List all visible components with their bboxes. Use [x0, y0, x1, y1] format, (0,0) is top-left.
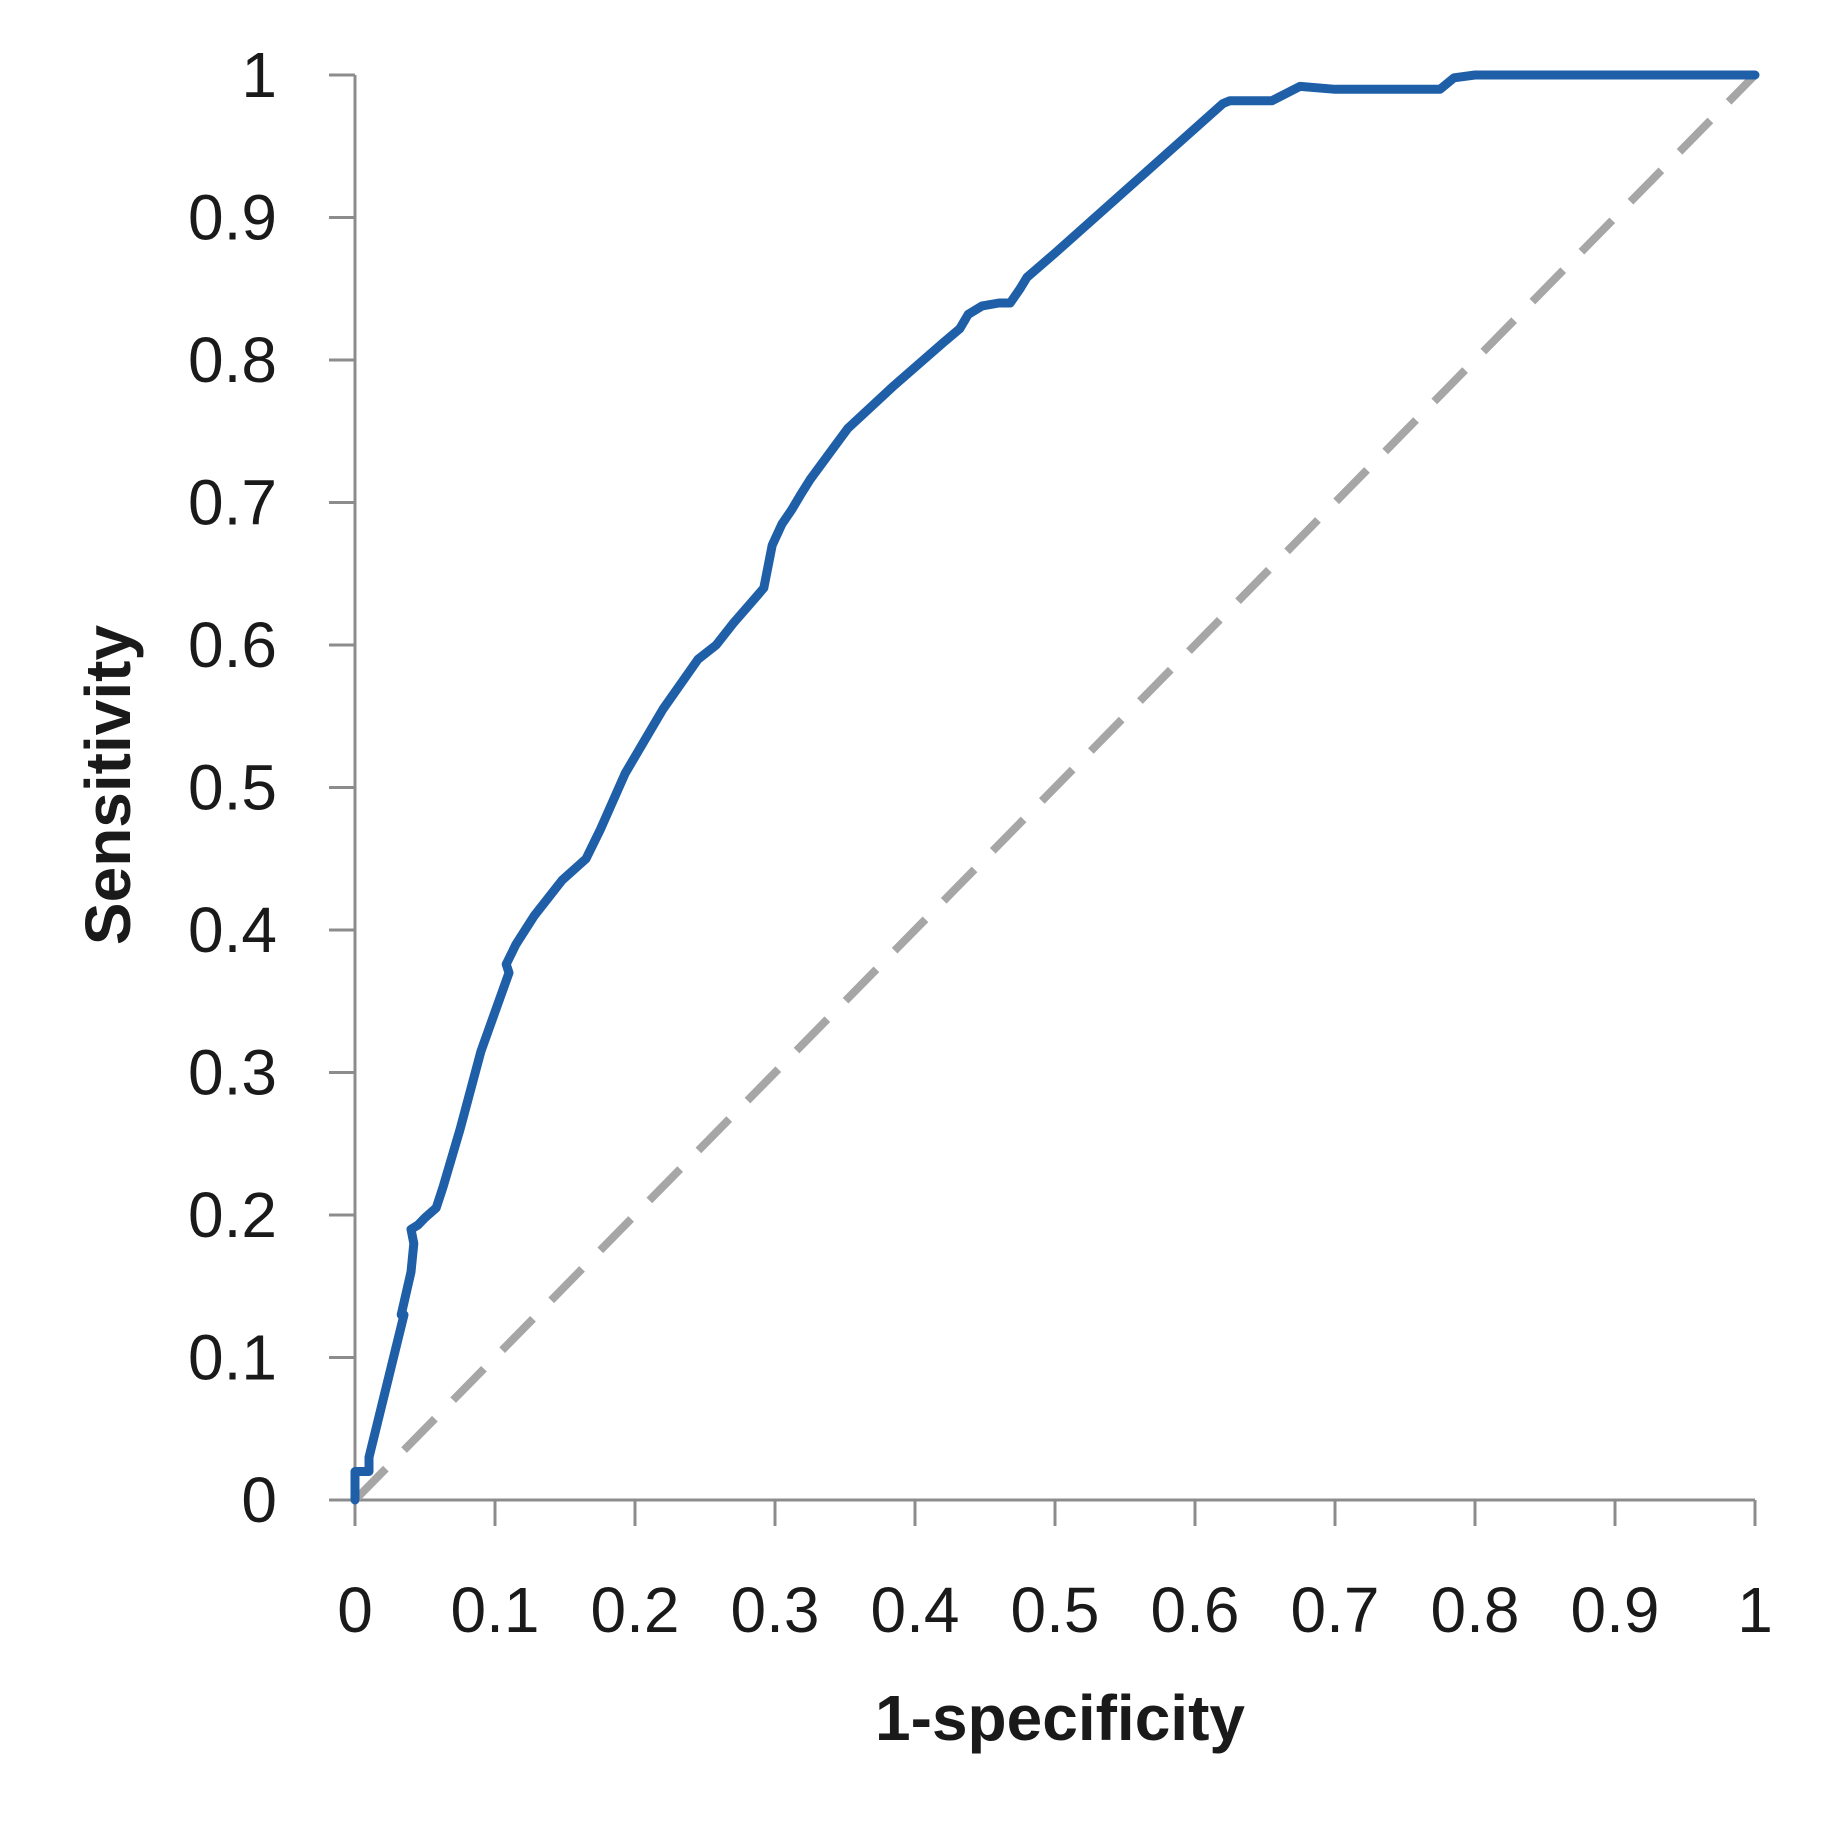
x-axis-title: 1-specificity — [875, 1682, 1245, 1754]
x-tick-label: 0.1 — [451, 1574, 540, 1646]
x-tick-label: 0.7 — [1291, 1574, 1380, 1646]
y-tick-label: 0.9 — [188, 182, 277, 254]
y-tick-label: 0.4 — [188, 894, 277, 966]
x-tick-label: 0.2 — [591, 1574, 680, 1646]
roc-curve-line — [350, 70, 1760, 1505]
x-tick-label: 1 — [1737, 1574, 1773, 1646]
y-tick-label: 0.5 — [188, 752, 277, 824]
y-tick-label: 0.7 — [188, 467, 277, 539]
x-tick-label: 0 — [337, 1574, 373, 1646]
x-tick-label: 0.8 — [1431, 1574, 1520, 1646]
y-tick-label: 0.8 — [188, 324, 277, 396]
y-tick-label: 0.2 — [188, 1179, 277, 1251]
y-tick-label: 0.3 — [188, 1037, 277, 1109]
y-tick-label: 0.6 — [188, 609, 277, 681]
x-tick-label: 0.3 — [731, 1574, 820, 1646]
y-tick-label: 1 — [241, 39, 277, 111]
x-tick-label: 0.4 — [871, 1574, 960, 1646]
x-tick-label: 0.5 — [1011, 1574, 1100, 1646]
y-tick-label: 0.1 — [188, 1322, 277, 1394]
y-tick-label: 0 — [241, 1464, 277, 1536]
reference-diagonal-line — [352, 72, 1758, 1503]
plot-area — [350, 70, 1760, 1505]
y-axis-title: Sensitivity — [72, 625, 144, 946]
x-tick-label: 0.6 — [1151, 1574, 1240, 1646]
x-tick-label: 0.9 — [1571, 1574, 1660, 1646]
tick-labels: 0 0.1 0.2 0.3 0.4 0.5 0.6 0.7 0.8 0.9 1 0 0.1 0.2 0.3 0… — [188, 39, 1773, 1646]
